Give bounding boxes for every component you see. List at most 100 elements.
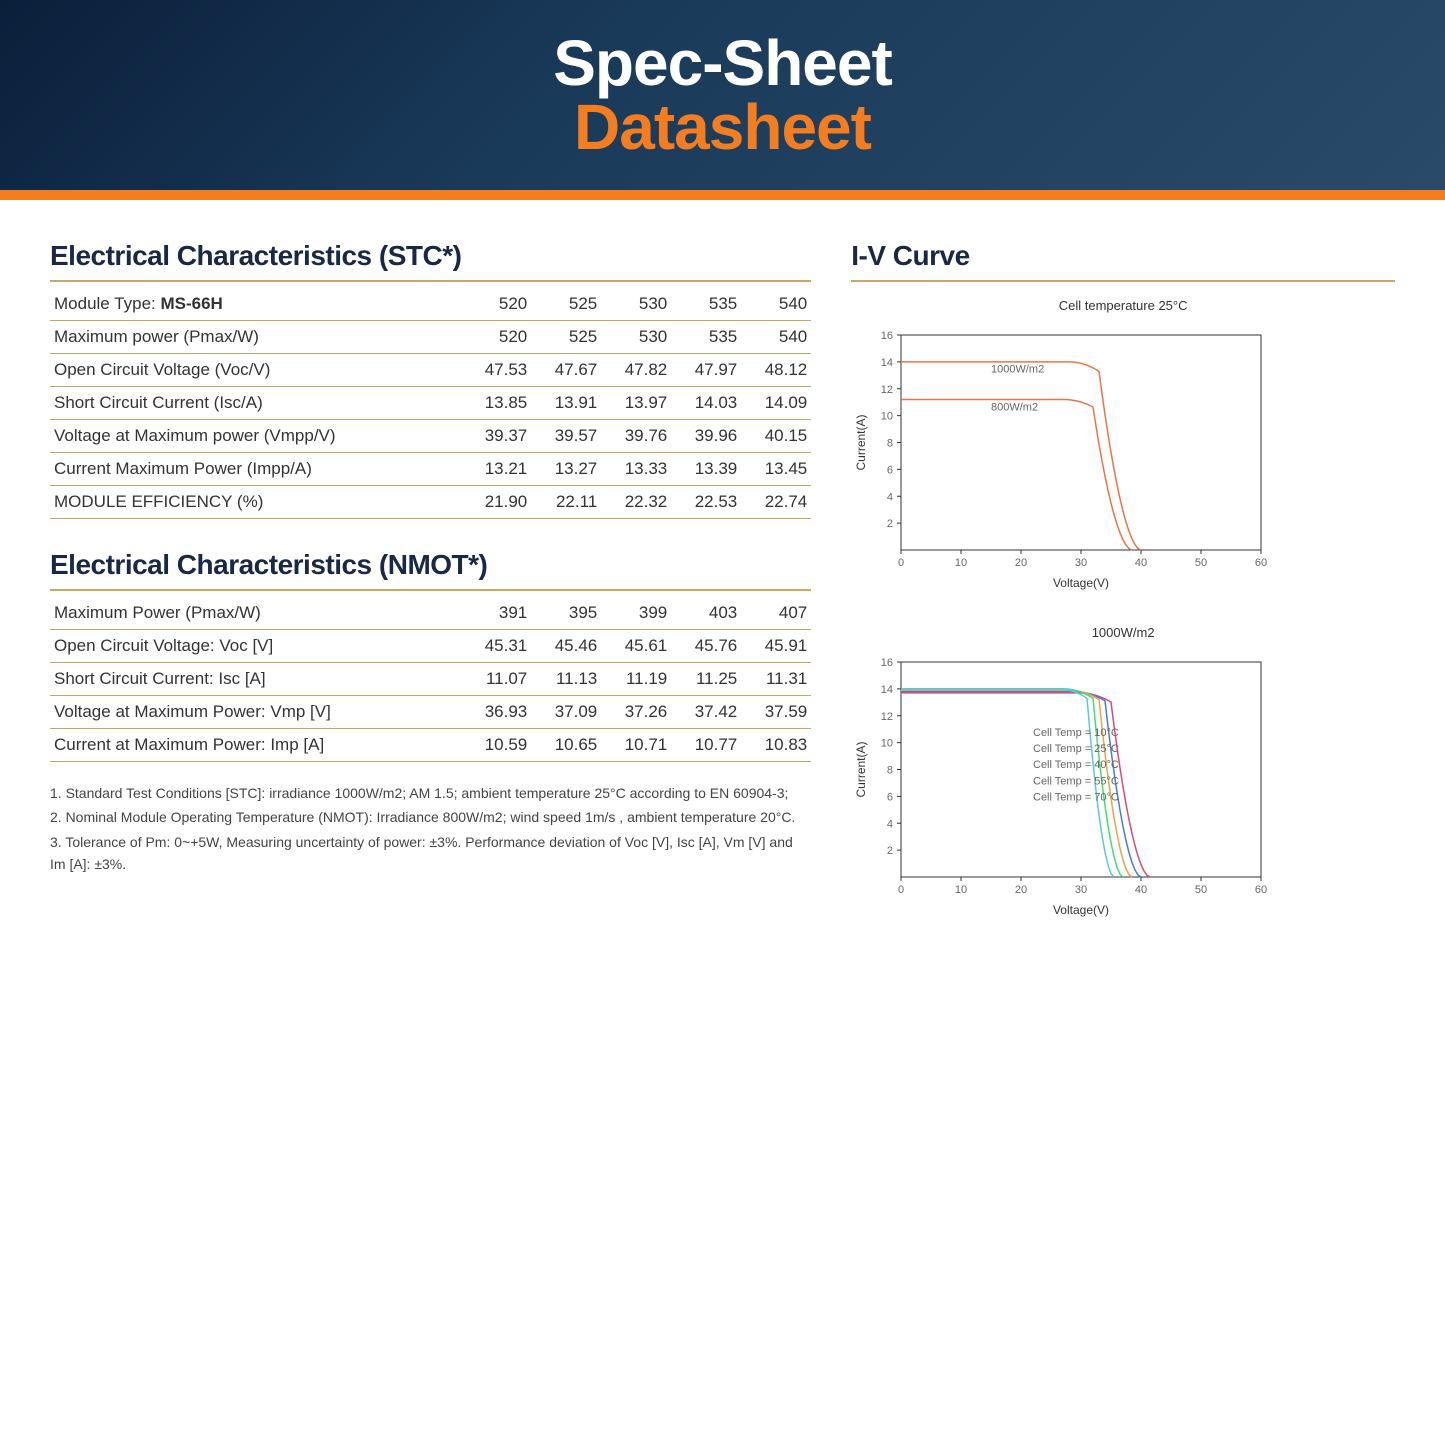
table-cell: 10.59 — [461, 729, 531, 762]
svg-text:Cell Temp = 55°C: Cell Temp = 55°C — [1033, 775, 1119, 787]
svg-text:12: 12 — [881, 384, 893, 396]
stc-table: Module Type: MS-66H520525530535540 Maximu… — [50, 288, 811, 519]
table-cell: 13.45 — [741, 453, 811, 486]
table-cell: 540 — [741, 288, 811, 321]
svg-text:30: 30 — [1075, 884, 1087, 896]
svg-text:60: 60 — [1255, 884, 1267, 896]
svg-text:60: 60 — [1255, 557, 1267, 569]
table-cell: 391 — [461, 597, 531, 630]
table-cell: 407 — [741, 597, 811, 630]
svg-text:2: 2 — [887, 518, 893, 530]
table-cell: 530 — [601, 321, 671, 354]
table-row-label: Current at Maximum Power: Imp [A] — [50, 729, 461, 762]
table-cell: 535 — [671, 288, 741, 321]
svg-text:20: 20 — [1015, 557, 1027, 569]
svg-text:10: 10 — [955, 557, 967, 569]
svg-text:50: 50 — [1195, 884, 1207, 896]
table-cell: 13.21 — [461, 453, 531, 486]
table-row-label: Maximum power (Pmax/W) — [50, 321, 461, 354]
right-column: I-V Curve Cell temperature 25°C 0 10 20 30 40… — [851, 240, 1395, 952]
table-cell: 22.32 — [601, 486, 671, 519]
table-cell: 540 — [741, 321, 811, 354]
table-row-label: Open Circuit Voltage (Voc/V) — [50, 354, 461, 387]
left-column: Electrical Characteristics (STC*) Module… — [50, 240, 811, 952]
svg-text:14: 14 — [881, 684, 893, 696]
table-cell: 11.31 — [741, 663, 811, 696]
table-cell: 13.97 — [601, 387, 671, 420]
svg-text:Cell Temp = 25°C: Cell Temp = 25°C — [1033, 743, 1119, 755]
svg-text:10: 10 — [955, 884, 967, 896]
table-cell: 13.91 — [531, 387, 601, 420]
table-cell: 39.37 — [461, 420, 531, 453]
table-cell: 39.57 — [531, 420, 601, 453]
table-cell: 45.91 — [741, 630, 811, 663]
table-cell: 11.19 — [601, 663, 671, 696]
table-cell: 22.11 — [531, 486, 601, 519]
table-row-label: Maximum Power (Pmax/W) — [50, 597, 461, 630]
module-type-label: Module Type: MS-66H — [50, 288, 461, 321]
table-cell: 399 — [601, 597, 671, 630]
table-cell: 10.83 — [741, 729, 811, 762]
chart-svg: 0102030405060246810121416Voltage(V)Curre… — [851, 315, 1271, 595]
svg-text:12: 12 — [881, 711, 893, 723]
table-cell: 47.97 — [671, 354, 741, 387]
table-cell: 10.65 — [531, 729, 601, 762]
table-cell: 45.76 — [671, 630, 741, 663]
svg-text:Voltage(V): Voltage(V) — [1053, 903, 1109, 917]
orange-divider — [0, 190, 1445, 200]
chart-title: Cell temperature 25°C — [851, 298, 1395, 313]
svg-text:8: 8 — [887, 765, 893, 777]
table-row-label: Short Circuit Current: Isc [A] — [50, 663, 461, 696]
hero-title-1: Spec-Sheet — [553, 26, 892, 100]
table-cell: 11.25 — [671, 663, 741, 696]
iv-curve-title: I-V Curve — [851, 240, 1395, 272]
table-row-label: Current Maximum Power (Impp/A) — [50, 453, 461, 486]
svg-text:6: 6 — [887, 791, 893, 803]
chart-svg: 0102030405060246810121416Voltage(V)Curre… — [851, 642, 1271, 922]
table-cell: 36.93 — [461, 696, 531, 729]
table-cell: 40.15 — [741, 420, 811, 453]
iv-chart-temperature: 1000W/m20102030405060246810121416Voltage… — [851, 625, 1395, 922]
table-cell: 37.09 — [531, 696, 601, 729]
table-row-label: Voltage at Maximum power (Vmpp/V) — [50, 420, 461, 453]
footnote-line: 2. Nominal Module Operating Temperature … — [50, 806, 811, 828]
svg-text:Cell Temp = 70°C: Cell Temp = 70°C — [1033, 791, 1119, 803]
svg-text:16: 16 — [881, 330, 893, 342]
table-cell: 525 — [531, 321, 601, 354]
table-cell: 47.82 — [601, 354, 671, 387]
content-area: Electrical Characteristics (STC*) Module… — [0, 200, 1445, 992]
table-cell: 10.77 — [671, 729, 741, 762]
table-cell: 21.90 — [461, 486, 531, 519]
table-cell: 13.39 — [671, 453, 741, 486]
svg-text:2: 2 — [887, 845, 893, 857]
svg-text:40: 40 — [1135, 557, 1147, 569]
svg-text:50: 50 — [1195, 557, 1207, 569]
table-cell: 403 — [671, 597, 741, 630]
svg-text:16: 16 — [881, 657, 893, 669]
svg-text:1000W/m2: 1000W/m2 — [991, 364, 1044, 376]
stc-title: Electrical Characteristics (STC*) — [50, 240, 811, 272]
table-cell: 37.59 — [741, 696, 811, 729]
nmot-title: Electrical Characteristics (NMOT*) — [50, 549, 811, 581]
table-cell: 47.53 — [461, 354, 531, 387]
svg-text:Cell Temp = 40°C: Cell Temp = 40°C — [1033, 759, 1119, 771]
svg-text:8: 8 — [887, 438, 893, 450]
gold-line — [851, 280, 1395, 282]
table-row-label: Short Circuit Current (Isc/A) — [50, 387, 461, 420]
table-cell: 520 — [461, 321, 531, 354]
table-cell: 45.31 — [461, 630, 531, 663]
svg-text:800W/m2: 800W/m2 — [991, 401, 1038, 413]
svg-text:Voltage(V): Voltage(V) — [1053, 576, 1109, 590]
table-cell: 13.33 — [601, 453, 671, 486]
table-cell: 37.42 — [671, 696, 741, 729]
table-cell: 48.12 — [741, 354, 811, 387]
svg-text:6: 6 — [887, 464, 893, 476]
svg-text:4: 4 — [887, 491, 893, 503]
table-cell: 37.26 — [601, 696, 671, 729]
table-cell: 525 — [531, 288, 601, 321]
footnote-line: 1. Standard Test Conditions [STC]: irrad… — [50, 782, 811, 804]
svg-text:0: 0 — [898, 884, 904, 896]
table-cell: 11.07 — [461, 663, 531, 696]
table-cell: 45.61 — [601, 630, 671, 663]
table-row-label: Voltage at Maximum Power: Vmp [V] — [50, 696, 461, 729]
